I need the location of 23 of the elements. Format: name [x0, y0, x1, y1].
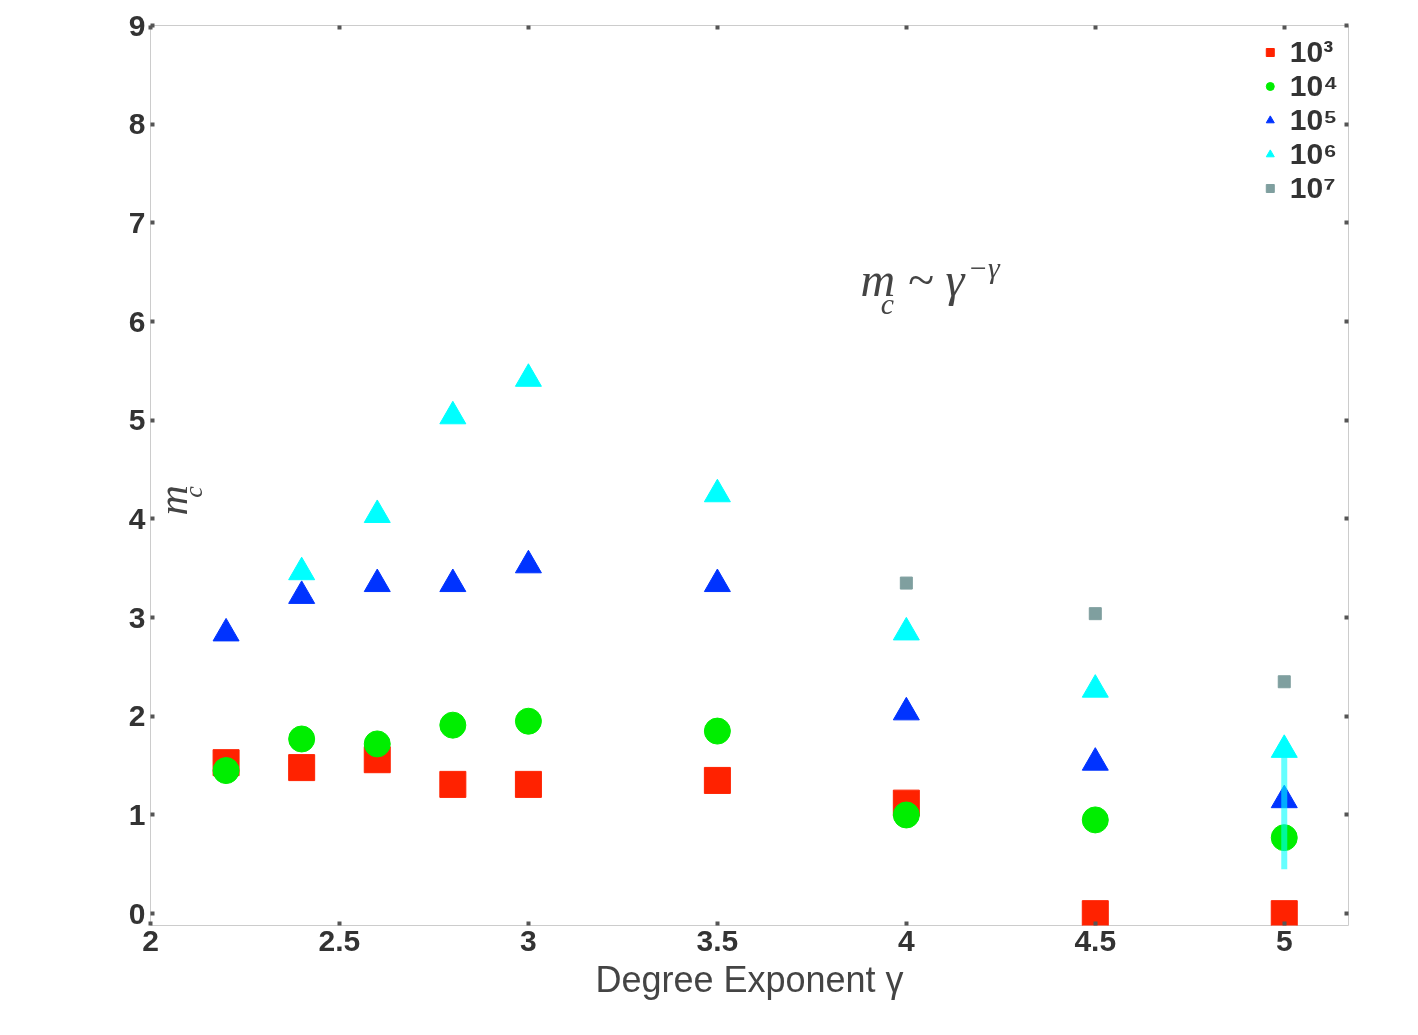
- legend-label: 10⁵: [1289, 103, 1338, 137]
- legend-label: 10³: [1289, 35, 1334, 69]
- y-tick-label: 6: [128, 304, 146, 338]
- y-tick-label: 0: [128, 896, 146, 930]
- x-axis-title: Degree Exponent γ: [595, 958, 904, 1000]
- x-tick-label: 4.5: [1074, 923, 1117, 957]
- x-tick-label: 3.5: [696, 923, 739, 957]
- y-axis-title: mc: [149, 485, 209, 516]
- legend-label: 10⁷: [1289, 171, 1336, 205]
- y-tick-label: 7: [128, 205, 146, 239]
- legend-label: 10⁴: [1289, 69, 1338, 103]
- x-tick-label: 3: [520, 923, 537, 957]
- y-tick-label: 2: [128, 699, 146, 733]
- y-tick-label: 5: [128, 403, 146, 437]
- x-tick-label: 4: [897, 923, 915, 957]
- y-tick-label: 1: [128, 797, 146, 831]
- x-tick-label: 2.5: [318, 923, 361, 957]
- y-tick-label: 9: [128, 8, 146, 42]
- y-tick-label: 4: [128, 501, 146, 535]
- y-tick-label: 3: [128, 600, 146, 634]
- y-tick-label: 8: [128, 107, 146, 141]
- legend-label: 10⁶: [1289, 137, 1337, 171]
- x-tick-label: 5: [1275, 923, 1293, 957]
